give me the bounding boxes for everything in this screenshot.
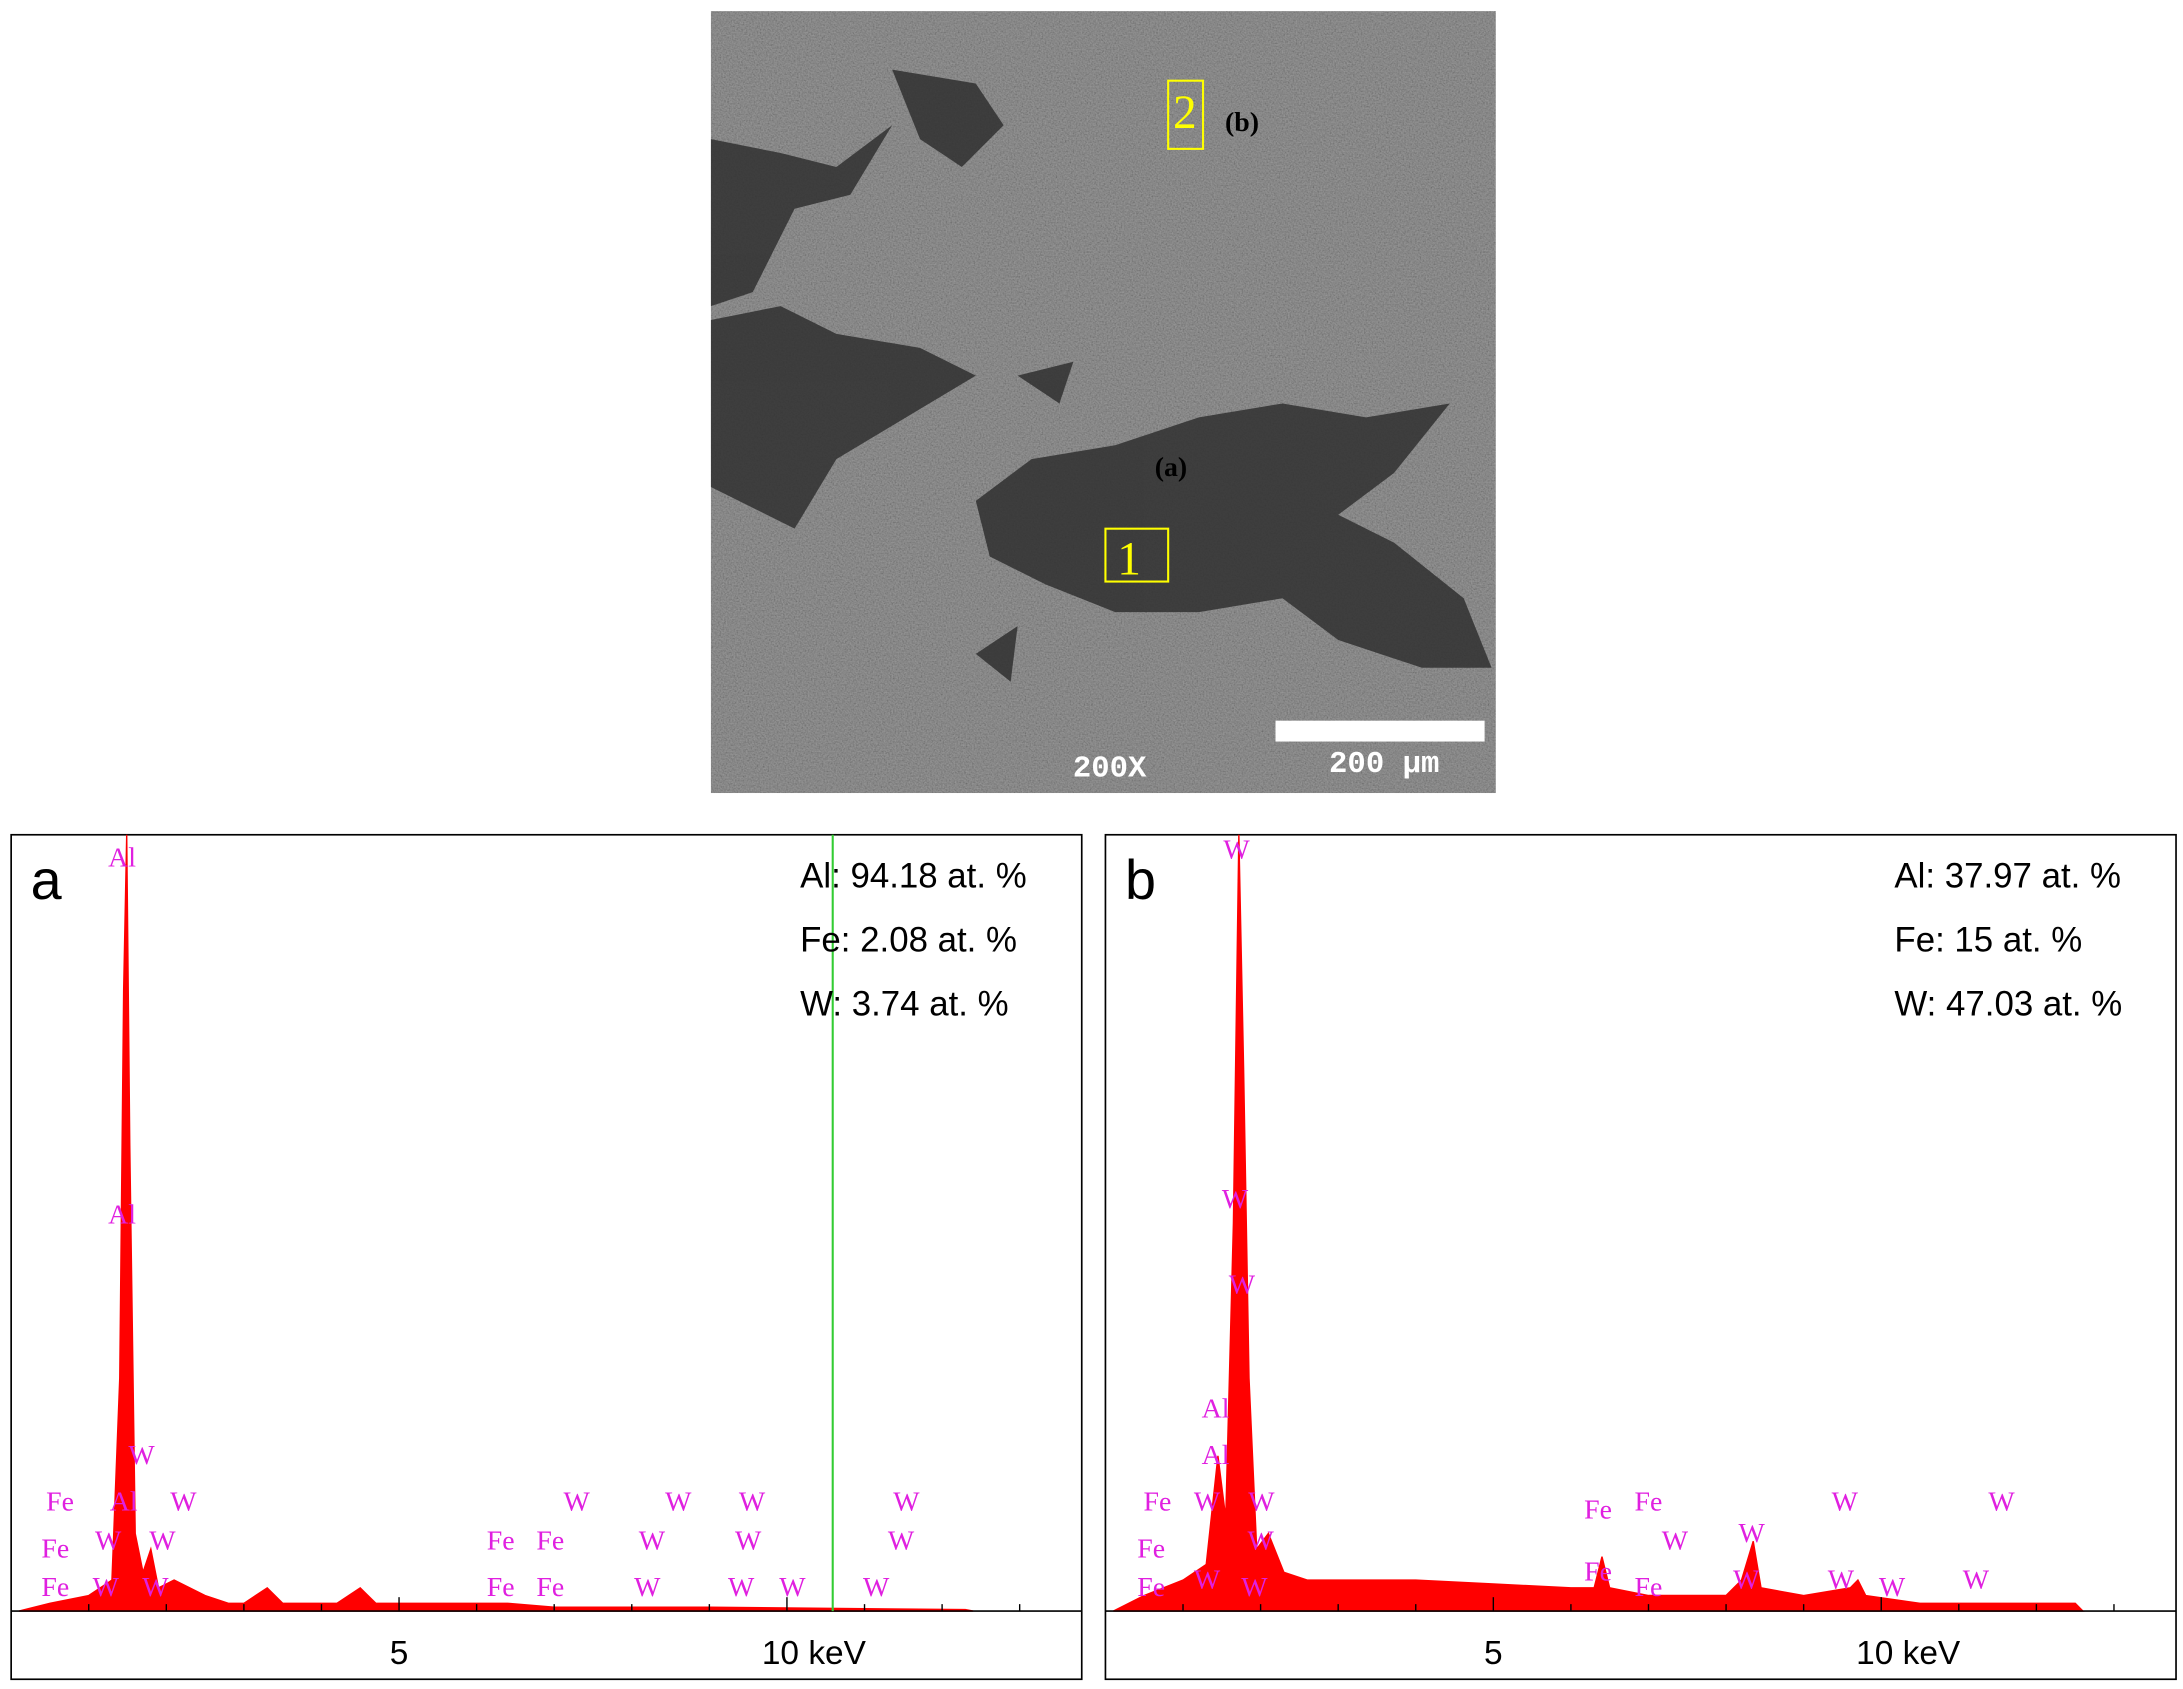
peak-label: Fe xyxy=(1137,1533,1165,1564)
peak-label: Fe xyxy=(536,1526,564,1557)
area-label: 1 xyxy=(1117,534,1141,586)
panel-label: a xyxy=(31,849,62,911)
peak-label: W xyxy=(1879,1572,1906,1603)
peak-label: W xyxy=(1241,1572,1268,1603)
x-tick-label: 10 keV xyxy=(1856,1635,1961,1672)
peak-label: W xyxy=(1988,1487,2015,1518)
peak-label: W xyxy=(1247,1526,1274,1557)
peak-label: W xyxy=(1733,1564,1760,1595)
composition: Fe: 15 at. % xyxy=(1894,921,2082,960)
peak-label: W xyxy=(1223,835,1250,866)
peak-label: W xyxy=(93,1572,120,1603)
peak-label: W xyxy=(639,1526,666,1557)
x-tick-label: 10 keV xyxy=(762,1635,867,1672)
area-box xyxy=(1167,79,1205,150)
scale-bar xyxy=(1275,720,1485,742)
peak-label: W xyxy=(1222,1184,1249,1215)
area-label: 2 xyxy=(1173,87,1197,139)
peak-label: W xyxy=(564,1487,591,1518)
area-tag: (a) xyxy=(1155,452,1188,483)
peak-label: W xyxy=(739,1487,766,1518)
peak-label: Fe xyxy=(1584,1557,1612,1588)
panel-frame xyxy=(10,833,1083,1681)
peak-label: W xyxy=(634,1572,661,1603)
x-tick-label: 5 xyxy=(390,1635,409,1672)
peak-label: Fe xyxy=(41,1572,69,1603)
peak-label: W xyxy=(1739,1518,1766,1549)
peak-label: Fe xyxy=(46,1487,74,1518)
composition: Al: 94.18 at. % xyxy=(800,857,1027,896)
peak-label: W xyxy=(728,1572,755,1603)
peak-label: W xyxy=(1194,1564,1221,1595)
peak-label: W xyxy=(170,1487,197,1518)
peak-label: W xyxy=(149,1526,176,1557)
x-tick-label: 5 xyxy=(1484,1635,1503,1672)
peak-label: Al xyxy=(110,1487,138,1518)
peak-label: Fe xyxy=(1143,1487,1171,1518)
spectrum-area xyxy=(18,834,974,1612)
panel-label: b xyxy=(1125,849,1156,911)
peak-label: Fe xyxy=(1635,1572,1663,1603)
peak-label: Al xyxy=(1202,1394,1230,1425)
peak-label: W xyxy=(893,1487,920,1518)
peak-label: Fe xyxy=(1584,1495,1612,1526)
area-box xyxy=(1104,527,1170,583)
composition: Al: 37.97 at. % xyxy=(1894,857,2121,896)
peak-label: W xyxy=(1828,1564,1855,1595)
composition: W: 47.03 at. % xyxy=(1894,985,2122,1024)
scale-label: 200 μm xyxy=(1329,747,1439,782)
peak-label: Fe xyxy=(487,1572,515,1603)
peak-label: W xyxy=(735,1526,762,1557)
composition: W: 3.74 at. % xyxy=(800,985,1008,1024)
peak-label: W xyxy=(863,1572,890,1603)
peak-label: Al xyxy=(108,842,136,873)
peak-label: W xyxy=(779,1572,806,1603)
peak-label: W xyxy=(142,1572,169,1603)
panel-frame xyxy=(1104,833,2177,1681)
peak-label: W xyxy=(1194,1487,1221,1518)
peak-label: W xyxy=(128,1440,155,1471)
peak-label: W xyxy=(1832,1487,1859,1518)
peak-label: Fe xyxy=(1137,1572,1165,1603)
area-tag: (b) xyxy=(1225,107,1259,138)
peak-label: Al xyxy=(1202,1440,1230,1471)
sem-image: 2 (b) (a) 1 200X 200 μm xyxy=(710,11,1496,794)
peak-label: W xyxy=(1662,1526,1689,1557)
sem-dark-regions xyxy=(710,69,1492,682)
peak-label: W xyxy=(1963,1564,1990,1595)
composition: Fe: 2.08 at. % xyxy=(800,921,1017,960)
peak-label: W xyxy=(888,1526,915,1557)
peak-label: W xyxy=(95,1526,122,1557)
peak-label: Fe xyxy=(1635,1487,1663,1518)
peak-label: W xyxy=(1229,1269,1256,1300)
peak-label: Fe xyxy=(487,1526,515,1557)
peak-label: Fe xyxy=(41,1533,69,1564)
peak-label: Fe xyxy=(536,1572,564,1603)
spectrum-area xyxy=(1112,834,2085,1612)
peak-label: W xyxy=(665,1487,692,1518)
peak-label: W xyxy=(1248,1487,1275,1518)
peak-label: Al xyxy=(108,1200,136,1231)
magnification: 200X xyxy=(1073,751,1147,786)
